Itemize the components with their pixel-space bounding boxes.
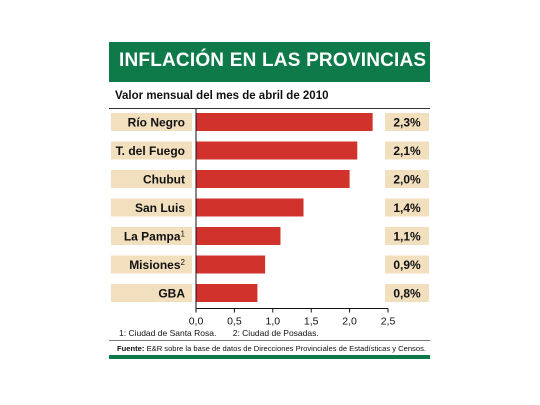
x-tick-label: 1,5 bbox=[304, 316, 319, 328]
footnote-divider bbox=[109, 340, 430, 341]
value-label-box bbox=[385, 284, 429, 302]
category-label: Misiones2 bbox=[129, 258, 185, 273]
category-label-box bbox=[111, 284, 192, 302]
x-tick-label: 0,5 bbox=[227, 316, 242, 328]
value-label: 0,8% bbox=[393, 287, 421, 301]
bar-chart: Río Negro 2,3% T. del Fuego 2,1% Chubut 2,0% S… bbox=[111, 109, 429, 328]
value-label-box bbox=[385, 255, 429, 274]
category-label: T. del Fuego bbox=[116, 144, 185, 158]
x-tick-label: 2,0 bbox=[342, 316, 357, 328]
bar bbox=[196, 284, 258, 302]
value-label-box bbox=[385, 113, 429, 131]
subtitle-divider bbox=[109, 108, 430, 109]
category-label: San Luis bbox=[135, 201, 185, 215]
category-label: GBA bbox=[158, 287, 185, 301]
value-label: 0,9% bbox=[393, 258, 421, 272]
footnote-1: 1: Ciudad de Santa Rosa. bbox=[119, 328, 217, 338]
value-label-box bbox=[385, 227, 429, 245]
bar bbox=[196, 227, 281, 245]
category-label-box bbox=[111, 141, 192, 160]
category-label: Río Negro bbox=[128, 116, 185, 130]
category-label-box bbox=[111, 170, 192, 188]
value-label: 2,3% bbox=[393, 116, 421, 130]
source-label: Fuente: bbox=[117, 344, 145, 353]
value-label: 1,1% bbox=[393, 230, 421, 244]
value-label-box bbox=[385, 170, 429, 188]
category-label-box bbox=[111, 198, 192, 217]
x-tick-label: 1,0 bbox=[265, 316, 280, 328]
bar bbox=[196, 141, 358, 160]
value-label-box bbox=[385, 198, 429, 217]
x-tick-label: 0,0 bbox=[189, 316, 204, 328]
category-label-box bbox=[111, 113, 192, 131]
bar bbox=[196, 255, 266, 274]
source-text: E&R sobre la base de datos de Direccione… bbox=[146, 344, 426, 353]
value-label: 1,4% bbox=[393, 201, 421, 215]
value-label: 2,0% bbox=[393, 173, 421, 187]
source-line: Fuente: E&R sobre la base de datos de Di… bbox=[117, 344, 426, 353]
category-label: La Pampa1 bbox=[124, 229, 186, 244]
value-label-box bbox=[385, 141, 429, 160]
footnotes: 1: Ciudad de Santa Rosa. 2: Ciudad de Po… bbox=[119, 328, 333, 338]
footnote-2: 2: Ciudad de Posadas. bbox=[232, 328, 319, 338]
footnote-mark: 1 bbox=[181, 229, 186, 238]
chart-subtitle: Valor mensual del mes de abril de 2010 bbox=[115, 90, 329, 102]
bar bbox=[196, 113, 373, 131]
category-label-box bbox=[111, 227, 192, 245]
chart-title: INFLACIÓN EN LAS PROVINCIAS bbox=[119, 50, 427, 71]
value-label: 2,1% bbox=[393, 144, 421, 158]
category-label: Chubut bbox=[143, 173, 185, 187]
title-banner: INFLACIÓN EN LAS PROVINCIAS bbox=[109, 42, 430, 82]
footnote-mark: 2 bbox=[181, 258, 186, 267]
bar bbox=[196, 198, 304, 217]
category-label-box bbox=[111, 255, 192, 274]
bottom-accent-bar bbox=[109, 355, 430, 359]
infographic: INFLACIÓN EN LAS PROVINCIAS Valor mensua… bbox=[109, 42, 430, 360]
bar bbox=[196, 170, 350, 188]
x-tick-label: 2,5 bbox=[381, 316, 396, 328]
